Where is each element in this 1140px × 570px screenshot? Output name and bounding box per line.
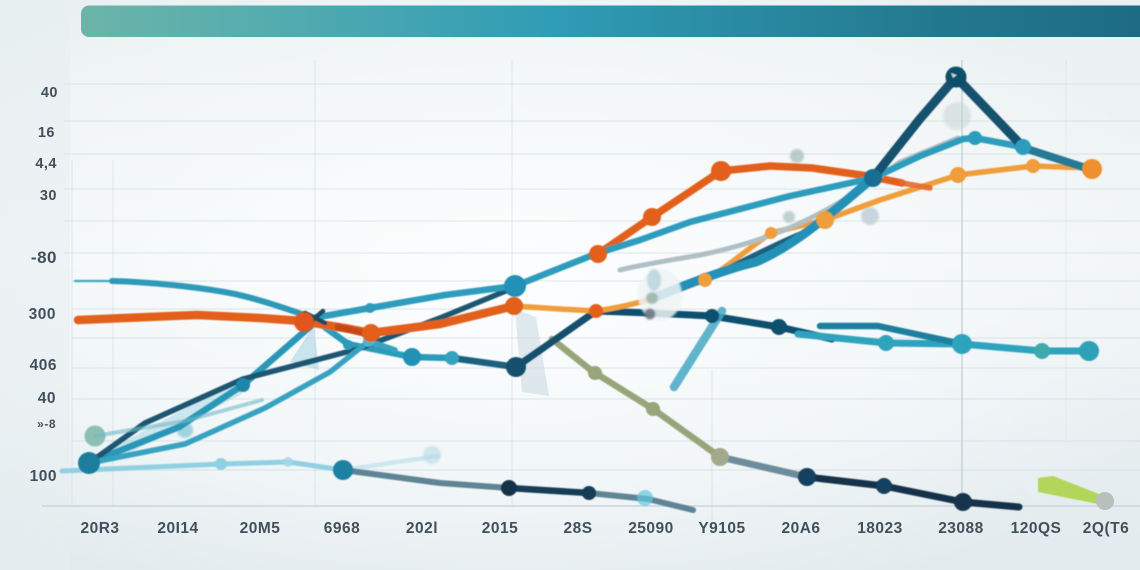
svg-text:20R3: 20R3 [80, 520, 119, 537]
svg-text:40: 40 [38, 390, 56, 407]
svg-text:16: 16 [38, 125, 55, 141]
svg-text:40: 40 [41, 85, 58, 101]
svg-text:2Q(T6: 2Q(T6 [1083, 520, 1129, 537]
svg-text:»-8: »-8 [37, 417, 56, 431]
svg-text:30: 30 [40, 188, 57, 204]
svg-text:120QS: 120QS [1011, 520, 1062, 537]
svg-text:18023: 18023 [857, 520, 903, 537]
svg-text:20M5: 20M5 [240, 520, 281, 537]
svg-text:28S: 28S [563, 520, 592, 537]
svg-text:-80: -80 [31, 248, 57, 267]
svg-text:4,4: 4,4 [35, 156, 57, 172]
svg-text:25090: 25090 [628, 520, 674, 537]
svg-text:406: 406 [30, 357, 57, 374]
svg-text:300: 300 [29, 306, 56, 323]
svg-text:2015: 2015 [482, 520, 518, 537]
svg-text:6968: 6968 [324, 520, 360, 537]
svg-text:100: 100 [30, 468, 57, 485]
svg-text:202l: 202l [406, 520, 438, 537]
svg-text:20A6: 20A6 [781, 520, 820, 537]
svg-text:23088: 23088 [938, 520, 984, 537]
svg-text:20I14: 20I14 [157, 520, 198, 537]
svg-text:Y9105: Y9105 [698, 520, 745, 537]
